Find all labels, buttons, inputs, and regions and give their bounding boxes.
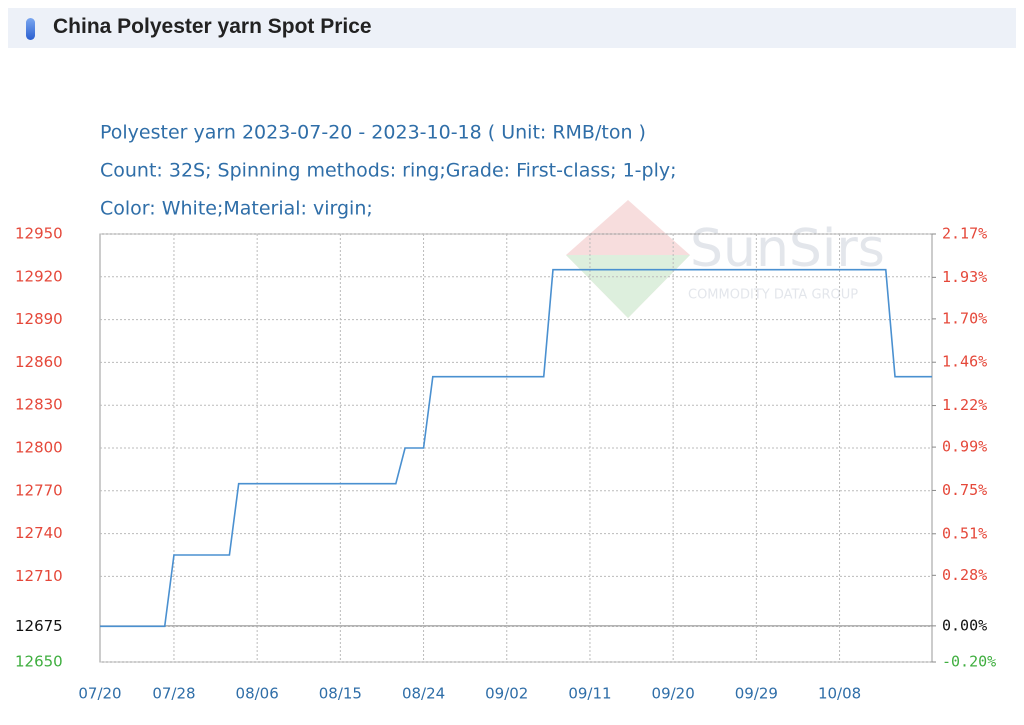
y2-tick-label: 1.93%	[942, 268, 987, 286]
watermark-tagline: COMMODITY DATA GROUP	[688, 288, 858, 303]
y2-tick-label: 0.99%	[942, 438, 987, 456]
x-tick-label: 09/20	[652, 685, 695, 703]
y-tick-label: 12710	[15, 567, 63, 585]
y2-tick-label: -0.20%	[942, 653, 996, 671]
y-tick-label: 12890	[15, 310, 63, 328]
y-tick-label: 12740	[15, 524, 63, 542]
y-tick-label: 12800	[15, 439, 63, 457]
header: China Polyester yarn Spot Price	[8, 8, 1016, 48]
header-icon	[26, 18, 35, 40]
page-title: China Polyester yarn Spot Price	[53, 15, 372, 38]
y2-tick-label: 0.75%	[942, 481, 987, 499]
y2-tick-label: 2.17%	[942, 225, 987, 243]
x-tick-label: 09/11	[568, 685, 611, 703]
x-tick-label: 10/08	[818, 685, 861, 703]
chart-subtitle: Color: White;Material: virgin;	[100, 198, 373, 220]
y-tick-label: 12920	[15, 267, 63, 285]
price-line	[100, 268, 932, 628]
x-tick-label: 08/06	[236, 685, 279, 703]
x-tick-label: 08/15	[319, 685, 362, 703]
x-tick-label: 07/20	[78, 685, 121, 703]
x-tick-label: 09/02	[485, 685, 528, 703]
y2-tick-label: 1.46%	[942, 353, 987, 371]
x-tick-label: 07/28	[152, 685, 195, 703]
y2-tick-label: 1.70%	[942, 309, 987, 327]
y2-tick-label: 0.51%	[942, 524, 987, 542]
x-tick-label: 08/24	[402, 685, 445, 703]
y2-tick-label: 0.00%	[942, 616, 987, 634]
y2-tick-label: 0.28%	[942, 566, 987, 584]
y-tick-label: 12950	[15, 225, 63, 243]
chart-subtitle: Polyester yarn 2023-07-20 - 2023-10-18 (…	[100, 122, 646, 144]
chart-subtitle: Count: 32S; Spinning methods: ring;Grade…	[100, 160, 677, 182]
y-tick-label: 12830	[15, 396, 63, 414]
y-tick-label: 12650	[15, 653, 63, 671]
y-tick-label: 12675	[15, 617, 63, 635]
watermark: SunSirs COMMODITY DATA GROUP	[566, 200, 885, 318]
y-tick-label: 12770	[15, 481, 63, 499]
y2-tick-label: 1.22%	[942, 396, 987, 414]
y-tick-label: 12860	[15, 353, 63, 371]
x-tick-label: 09/29	[735, 685, 778, 703]
